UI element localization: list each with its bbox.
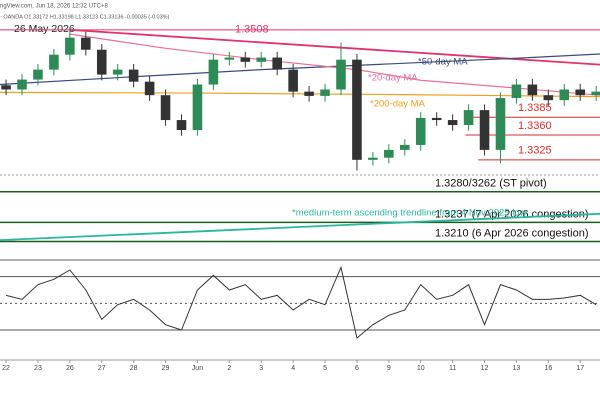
candle-body bbox=[447, 120, 458, 126]
x-tick-label: 16 bbox=[544, 365, 552, 372]
level-label: 1.3385 bbox=[518, 102, 552, 114]
candle-body bbox=[543, 95, 554, 101]
x-tick-label: Jun bbox=[192, 365, 203, 372]
x-tick-label: 23 bbox=[34, 365, 42, 372]
candle-body bbox=[511, 84, 522, 99]
candle-body bbox=[49, 54, 59, 70]
candle-body bbox=[400, 144, 410, 150]
x-tick-label: 10 bbox=[417, 365, 425, 372]
trendline bbox=[0, 212, 600, 242]
candle-body bbox=[1, 85, 11, 90]
candle-body bbox=[304, 91, 314, 96]
x-tick-label: 12 bbox=[481, 365, 489, 372]
ma-label: *200-day MA bbox=[370, 99, 426, 110]
x-tick-label: 17 bbox=[576, 365, 584, 372]
level-label: 1.3237 (7 Apr 2026 congestion) bbox=[435, 208, 589, 220]
candle-body bbox=[591, 91, 600, 96]
candle-body bbox=[65, 37, 75, 55]
ma-label: *20-day MA bbox=[368, 73, 418, 84]
ohlc-header: · OANDA O1.33172 H1.33198 L1.33123 C1.33… bbox=[0, 14, 170, 20]
candle-body bbox=[224, 57, 235, 60]
x-tick-label: 5 bbox=[323, 365, 327, 372]
level-label: 1.3210 (6 Apr 2026 congestion) bbox=[435, 227, 589, 239]
candle-body bbox=[384, 149, 394, 158]
candle-body bbox=[96, 49, 107, 75]
candle-body bbox=[192, 84, 203, 130]
level-label: 1.3360 bbox=[518, 120, 552, 132]
candle-body bbox=[112, 69, 123, 75]
candle-body bbox=[144, 81, 155, 96]
candle-body bbox=[352, 59, 362, 160]
x-tick-label: 11 bbox=[449, 365, 456, 372]
candle-body bbox=[240, 57, 251, 62]
level-label: 1.3508 bbox=[235, 24, 269, 36]
candle-body bbox=[431, 117, 442, 121]
rsi-line bbox=[5, 265, 597, 339]
candle-body bbox=[320, 89, 330, 96]
x-tick-label: 22 bbox=[2, 365, 10, 372]
x-tick-label: 26 bbox=[66, 365, 74, 372]
candle-body bbox=[160, 95, 171, 121]
candle-body bbox=[415, 117, 426, 145]
candle-body bbox=[272, 57, 282, 70]
candle-body bbox=[33, 69, 43, 80]
trendline-label: *medium-term ascending trendline from 4 … bbox=[292, 208, 527, 219]
x-tick-label: 3 bbox=[259, 365, 263, 372]
candle-body bbox=[368, 157, 378, 160]
candle-body bbox=[288, 69, 298, 92]
x-tick-label: 29 bbox=[162, 365, 170, 372]
candle-body bbox=[559, 89, 570, 101]
level-label: 1.3325 bbox=[518, 145, 552, 157]
candle-body bbox=[81, 37, 91, 50]
x-tick-label: 6 bbox=[355, 365, 359, 372]
candle-body bbox=[17, 79, 27, 90]
level-label: 1.3280/3262 (ST pivot) bbox=[435, 178, 547, 190]
candle-body bbox=[463, 110, 474, 126]
x-tick-label: 13 bbox=[513, 365, 521, 372]
candle-body bbox=[495, 98, 506, 150]
candle-body bbox=[128, 69, 139, 82]
x-tick-label: 28 bbox=[130, 365, 138, 372]
ma-label: *50-day MA bbox=[418, 57, 468, 68]
candle-body bbox=[479, 110, 490, 150]
candle-body bbox=[336, 59, 346, 90]
x-tick-label: 4 bbox=[291, 365, 295, 372]
candle-body bbox=[176, 120, 187, 130]
x-tick-label: 9 bbox=[387, 365, 391, 372]
x-tick-label: 27 bbox=[98, 365, 106, 372]
candle-body bbox=[527, 84, 538, 96]
candle-body bbox=[256, 57, 267, 62]
header: ngView.com, Jun 18, 2026 12:32 UTC+8 bbox=[0, 4, 108, 10]
candle-body bbox=[575, 89, 586, 96]
x-tick-label: 2 bbox=[227, 365, 231, 372]
peak-label: 26 May 2026 bbox=[14, 23, 75, 35]
candle-body bbox=[208, 59, 219, 85]
